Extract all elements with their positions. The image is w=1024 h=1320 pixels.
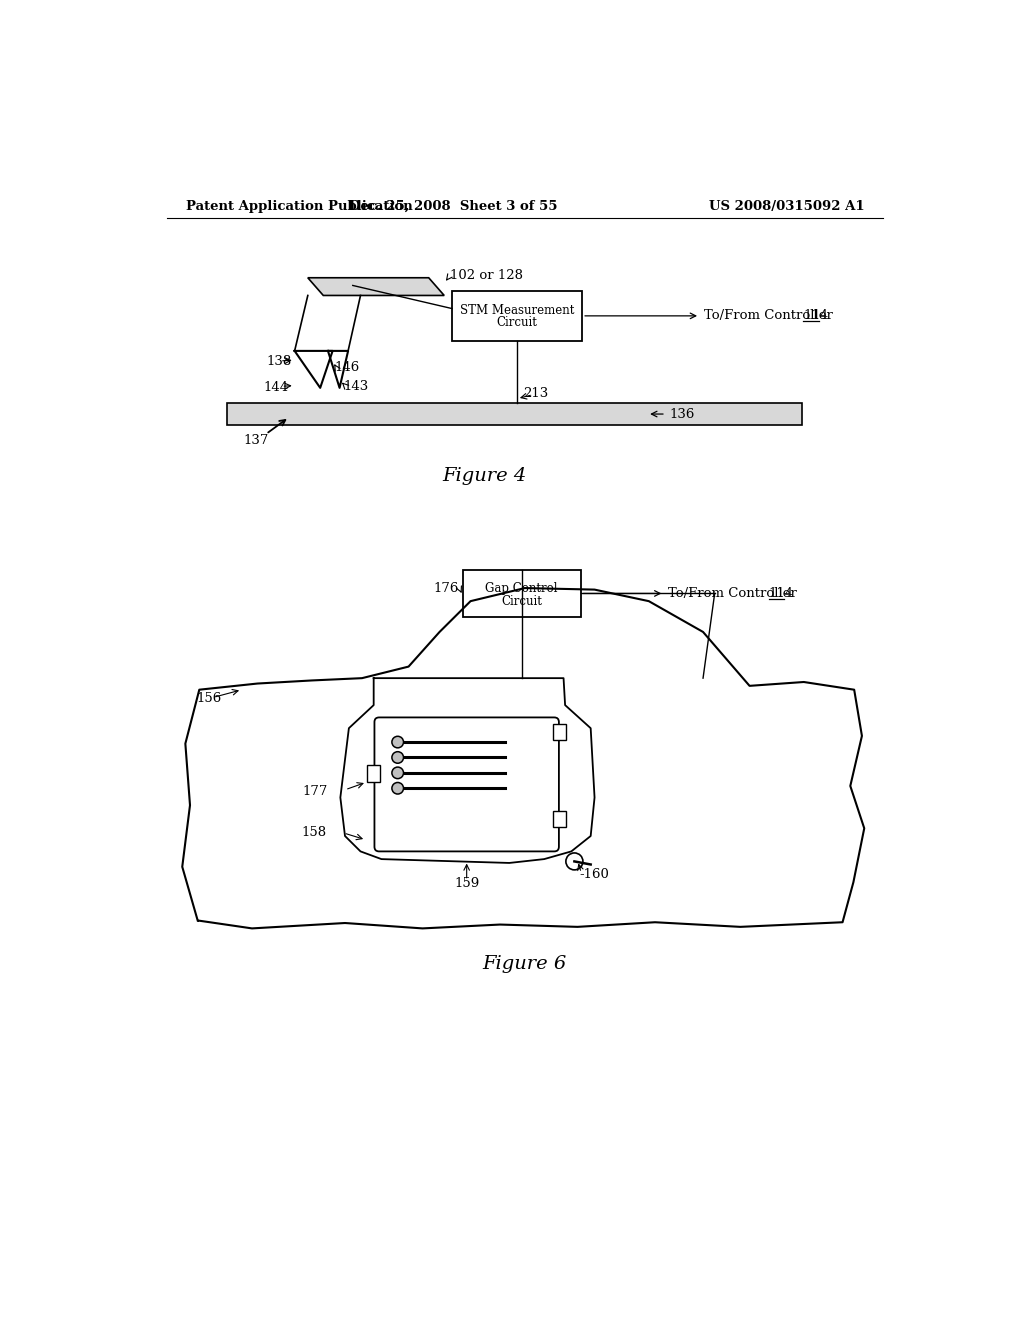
- FancyBboxPatch shape: [463, 570, 581, 616]
- Text: 176: 176: [433, 582, 459, 594]
- Circle shape: [392, 783, 403, 795]
- Text: Circuit: Circuit: [502, 594, 542, 607]
- FancyBboxPatch shape: [375, 718, 559, 851]
- Text: 137: 137: [243, 434, 268, 446]
- Text: STM Measurement: STM Measurement: [460, 304, 574, 317]
- Text: 114: 114: [769, 587, 794, 601]
- Text: Patent Application Publication: Patent Application Publication: [186, 199, 413, 213]
- Circle shape: [392, 751, 403, 763]
- FancyBboxPatch shape: [554, 812, 566, 826]
- Text: To/From Controller: To/From Controller: [703, 309, 833, 322]
- Text: 114: 114: [803, 309, 828, 322]
- Text: Figure 6: Figure 6: [482, 954, 567, 973]
- Text: 143: 143: [343, 380, 369, 393]
- Text: 102 or 128: 102 or 128: [450, 269, 522, 282]
- Text: 156: 156: [197, 693, 221, 705]
- Circle shape: [566, 853, 583, 870]
- Text: 159: 159: [454, 878, 479, 890]
- Text: 158: 158: [301, 825, 327, 838]
- Text: Gap Control: Gap Control: [485, 582, 558, 595]
- Text: 144: 144: [263, 380, 289, 393]
- Text: 146: 146: [335, 362, 360, 375]
- Text: 138: 138: [266, 355, 291, 368]
- Text: -160: -160: [580, 869, 609, 880]
- Text: 136: 136: [669, 408, 694, 421]
- Text: US 2008/0315092 A1: US 2008/0315092 A1: [710, 199, 865, 213]
- FancyBboxPatch shape: [367, 766, 380, 781]
- Text: 213: 213: [523, 387, 549, 400]
- Text: 177: 177: [302, 785, 328, 797]
- Text: Circuit: Circuit: [497, 317, 538, 329]
- FancyBboxPatch shape: [554, 725, 566, 739]
- Circle shape: [392, 737, 403, 748]
- Polygon shape: [308, 277, 444, 296]
- Text: Dec. 25, 2008  Sheet 3 of 55: Dec. 25, 2008 Sheet 3 of 55: [349, 199, 558, 213]
- FancyBboxPatch shape: [452, 290, 583, 341]
- Text: Figure 4: Figure 4: [442, 467, 526, 484]
- Polygon shape: [227, 404, 802, 425]
- Text: To/From Controller: To/From Controller: [669, 587, 797, 601]
- Circle shape: [392, 767, 403, 779]
